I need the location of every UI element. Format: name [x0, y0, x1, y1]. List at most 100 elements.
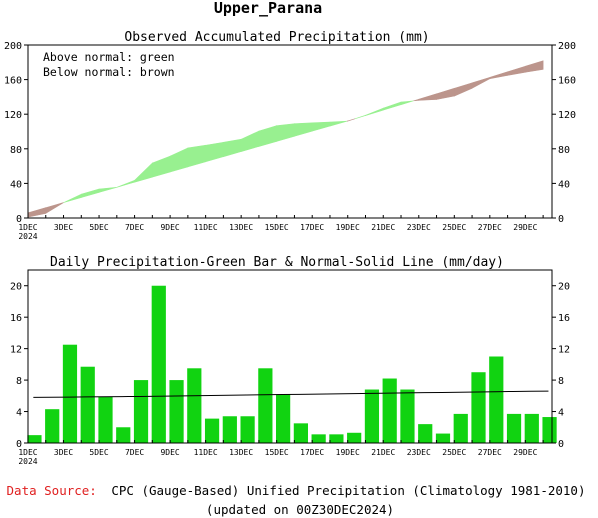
above-normal-segment: [116, 179, 135, 188]
footer-source-text: CPC (Gauge-Based) Unified Precipitation …: [111, 483, 585, 498]
above-normal-segment: [63, 193, 82, 203]
daily-bar: [98, 396, 113, 443]
daily-bar: [364, 389, 380, 443]
1-xtick-label: 27DEC: [478, 448, 502, 457]
1-xtick-label: 1DEC: [18, 448, 37, 457]
above-normal-segment: [400, 100, 414, 106]
daily-bar: [151, 285, 166, 443]
accumulated-area-fill: [27, 60, 544, 218]
1-ytick-label-right: 20: [558, 282, 570, 293]
below-normal-segment: [507, 65, 526, 76]
1-xtick-label: 11DEC: [194, 448, 218, 457]
1-ytick-label-right: 8: [558, 376, 564, 387]
below-normal-segment: [489, 71, 508, 80]
above-normal-segment: [187, 144, 206, 168]
0-xtick-label: 27DEC: [478, 223, 502, 232]
1-ytick-label-right: 0: [558, 439, 564, 450]
daily-bar: [222, 416, 237, 443]
daily-bar: [471, 372, 486, 443]
0-year-label: 2024: [18, 232, 37, 241]
daily-bar: [524, 413, 539, 443]
0-xtick-label: 13DEC: [229, 223, 253, 232]
below-normal-segment: [418, 93, 437, 101]
below-normal-segment: [436, 87, 455, 100]
1-xtick-label: 25DEC: [442, 448, 466, 457]
0-xtick-label: 29DEC: [513, 223, 537, 232]
1-xtick-label: 17DEC: [300, 448, 324, 457]
daily-bar: [258, 368, 273, 443]
above-normal-segment: [354, 114, 366, 120]
above-normal-segment: [365, 107, 384, 116]
daily-bar: [27, 435, 42, 443]
footer-updated: (updated on 00Z30DEC2024): [206, 502, 394, 517]
daily-bar: [506, 413, 522, 443]
1-ytick-label-left: 4: [16, 408, 22, 419]
1-xtick-label: 23DEC: [407, 448, 431, 457]
daily-bar: [293, 423, 308, 443]
0-xtick-label: 9DEC: [160, 223, 179, 232]
above-normal-segment: [80, 188, 100, 198]
daily-bar: [418, 424, 433, 443]
daily-bar: [382, 378, 397, 443]
0-xtick-label: 1DEC: [18, 223, 37, 232]
1-xtick-label: 3DEC: [54, 448, 73, 457]
below-normal-segment: [413, 98, 420, 102]
0-ytick-label-right: 80: [558, 145, 570, 156]
daily-bar: [45, 409, 60, 443]
daily-bar: [169, 380, 184, 443]
above-normal-segment: [223, 138, 242, 158]
legend-above-normal: Above normal: green: [43, 50, 175, 64]
0-ytick-label-left: 0: [16, 214, 22, 225]
0-xtick-label: 19DEC: [336, 223, 360, 232]
1-ytick-label-right: 12: [558, 345, 570, 356]
daily-bar: [435, 433, 451, 443]
1-xtick-label: 19DEC: [336, 448, 360, 457]
below-normal-segment: [45, 202, 64, 214]
1-xtick-label: 5DEC: [89, 448, 108, 457]
legend-below-normal: Below normal: brown: [43, 65, 175, 79]
0-xtick-label: 7DEC: [125, 223, 144, 232]
above-normal-segment: [134, 162, 153, 183]
below-normal-segment: [454, 82, 473, 97]
0-ytick-label-left: 160: [4, 76, 22, 87]
0-ytick-label-right: 160: [558, 76, 576, 87]
0-ytick-label-left: 120: [4, 110, 22, 121]
above-normal-segment: [382, 101, 402, 111]
daily-panel: Daily Precipitation-Green Bar & Normal-S…: [10, 255, 570, 466]
1-xtick-label: 29DEC: [513, 448, 537, 457]
1-xtick-label: 13DEC: [229, 448, 253, 457]
daily-bar: [187, 368, 202, 443]
0-xtick-label: 25DEC: [442, 223, 466, 232]
0-xtick-label: 21DEC: [371, 223, 395, 232]
daily-bar: [204, 418, 220, 443]
daily-bar: [80, 366, 95, 443]
daily-bar: [347, 432, 362, 443]
daily-bar: [400, 389, 415, 443]
1-ytick-label-left: 12: [10, 345, 22, 356]
0-xtick-label: 5DEC: [89, 223, 108, 232]
daily-bar: [311, 434, 326, 443]
below-normal-segment: [27, 207, 47, 218]
accumulated-plot-frame: [27, 44, 553, 219]
daily-bar: [133, 380, 149, 443]
daily-bar: [116, 427, 131, 443]
above-normal-segment: [294, 122, 313, 137]
1-xtick-label: 7DEC: [125, 448, 144, 457]
above-normal-segment: [311, 121, 331, 132]
1-ytick-label-left: 20: [10, 282, 22, 293]
accumulated-title: Observed Accumulated Precipitation (mm): [124, 30, 429, 45]
0-xtick-label: 15DEC: [265, 223, 289, 232]
below-normal-segment: [347, 118, 355, 122]
normal-line: [33, 390, 549, 398]
0-xtick-label: 11DEC: [194, 223, 218, 232]
0-xtick-label: 3DEC: [54, 223, 73, 232]
above-normal-segment: [169, 147, 189, 173]
0-ytick-label-right: 120: [558, 110, 576, 121]
1-ytick-label-right: 16: [558, 313, 570, 324]
above-normal-segment: [205, 141, 224, 163]
daily-bar: [329, 434, 344, 443]
above-normal-segment: [258, 125, 277, 147]
0-ytick-label-left: 40: [10, 179, 22, 190]
0-ytick-label-left: 80: [10, 145, 22, 156]
